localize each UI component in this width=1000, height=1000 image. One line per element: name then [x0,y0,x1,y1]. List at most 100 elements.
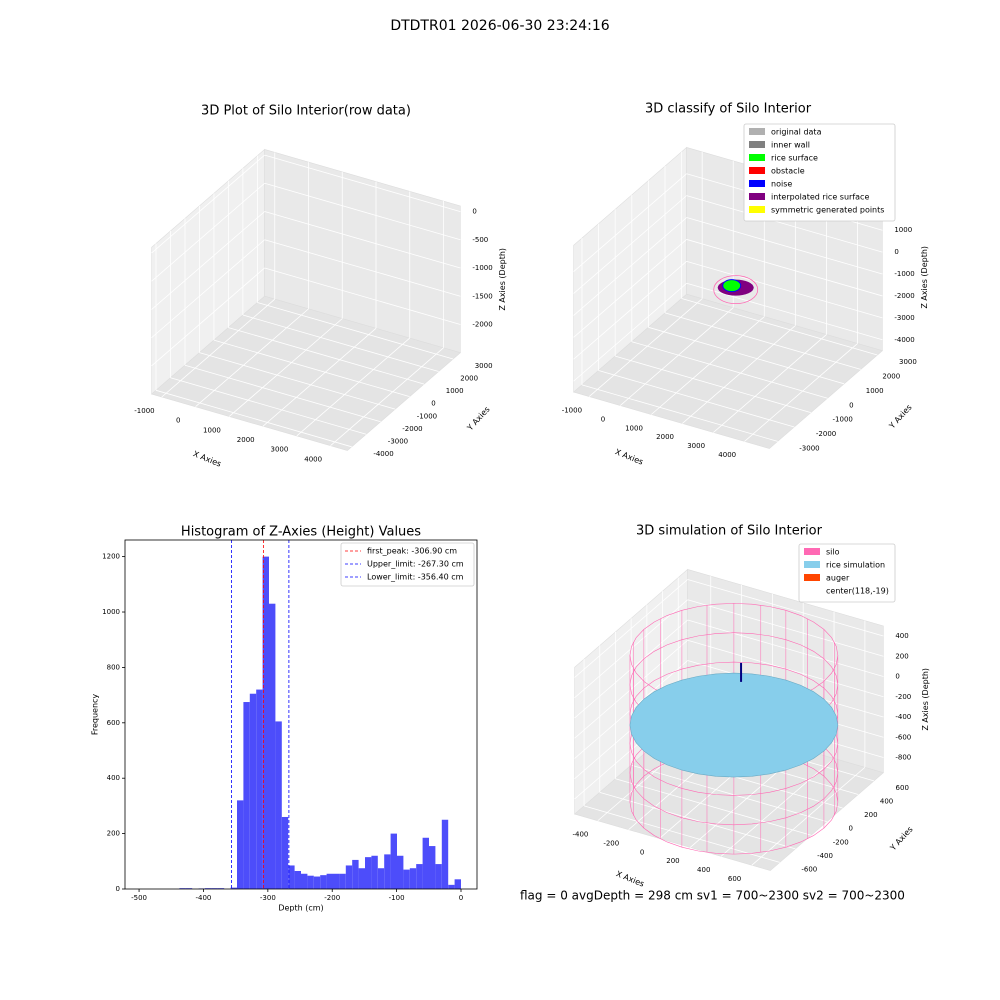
y-axis-label: Frequency [91,694,100,736]
legend-swatch [749,154,765,161]
y-axis-label: Y Axies [887,403,914,431]
legend-swatch [804,561,820,568]
legend-label: interpolated rice surface [771,193,869,202]
bar [429,846,436,889]
x-tick-label: -500 [131,894,147,902]
grid-line [631,341,828,399]
grid-line [573,217,687,316]
z-tick-label: 0 [472,208,476,216]
x-tick-label: -200 [603,839,619,847]
x-tick-label: 0 [601,415,605,423]
grid-line [598,370,795,428]
grid-line [257,302,454,360]
z-tick-label: -500 [472,236,488,244]
x-tick-label: 2000 [656,433,674,441]
grid-line [213,339,410,398]
bar [230,887,237,889]
bar [454,879,461,889]
x-axis-label: Depth (cm) [278,904,323,913]
x-tick-label: 4000 [718,451,736,459]
x-tick-label: 3000 [271,446,289,454]
y-tick-label: 1200 [102,553,120,561]
y-axis-label: Y Axies [465,405,492,433]
y-tick-label: -1000 [417,412,437,420]
y-tick-label: 1000 [102,608,120,616]
x-tick-label: 0 [640,848,644,856]
grid-line [151,154,265,254]
grid-line [581,384,778,442]
grid-line [242,314,439,372]
bar [262,556,269,889]
legend-label: auger [826,574,850,583]
legend-swatch [804,574,820,581]
y-tick-label: 200 [864,811,877,819]
z-tick-label: -2000 [894,292,914,300]
legend-label: silo [826,548,840,557]
z-tick-label: 0 [895,673,899,681]
bar [205,888,212,889]
bar [249,693,257,889]
y-tick-label: 200 [107,830,120,838]
x-tick-label: -1000 [562,406,582,414]
x-axis-label: X Axies [615,869,646,888]
x-tick-label: -100 [389,894,405,902]
z-tick-label: 0 [894,248,898,256]
bar [307,875,314,889]
z-axis-label: Z Axies (Depth) [920,246,929,309]
y-tick-label: 600 [107,719,120,727]
bar [371,855,378,889]
grid-line [631,764,827,823]
bar [333,873,340,889]
legend-swatch [804,548,820,555]
grid-line [573,282,687,382]
y-tick-label: 800 [107,663,120,671]
bar [441,819,449,889]
bar [256,689,263,889]
bar [301,873,308,889]
bar [185,888,193,889]
y-tick-label: 0 [116,885,120,893]
bar [358,868,365,889]
x-tick-label: 3000 [687,442,705,450]
y-tick-label: 2000 [882,373,900,381]
grid-line [573,261,687,360]
z-tick-label: -1000 [894,270,914,278]
y-tick-label: 0 [848,825,852,833]
legend-swatch [749,167,765,174]
pane [151,295,461,451]
legend-label: Lower_limit: -356.40 cm [367,573,464,582]
y-tick-label: -3000 [799,444,819,452]
plot-title: Histogram of Z-Axies (Height) Values [181,525,421,540]
grid-line [155,389,352,448]
legend-label: symmetric generated points [771,206,884,215]
bar [403,869,410,889]
x-axis-label: X Axies [614,447,645,466]
z-tick-label: 400 [895,632,908,640]
legend-label: first_peak: -306.90 cm [367,547,457,556]
grid-line [151,239,265,338]
bar [448,884,455,889]
grid-line [619,307,734,406]
grid-line [573,173,687,272]
grid-line [686,239,883,297]
bar [397,855,404,889]
y-tick-label: 2000 [460,375,478,383]
z-axis-label: Z Axies (Depth) [498,248,507,311]
plot-title: 3D classify of Silo Interior [645,102,812,117]
axes-frame [124,539,478,890]
legend-label: rice surface [771,154,818,163]
bar [313,876,321,889]
y-tick-label: -1000 [833,416,853,424]
z-tick-label: -1500 [472,292,492,300]
z-tick-label: -800 [895,754,911,762]
bar [237,800,244,889]
y-axis-label: Y Axies [888,825,915,853]
x-tick-label: 0 [176,417,180,425]
x-tick-label: 4000 [304,455,322,463]
grid-line [574,579,688,678]
z-tick-label: -200 [895,693,911,701]
y-tick-label: -2000 [816,430,836,438]
grid-line [686,195,883,253]
x-tick-label: 400 [697,866,710,874]
grid-line [687,599,884,657]
